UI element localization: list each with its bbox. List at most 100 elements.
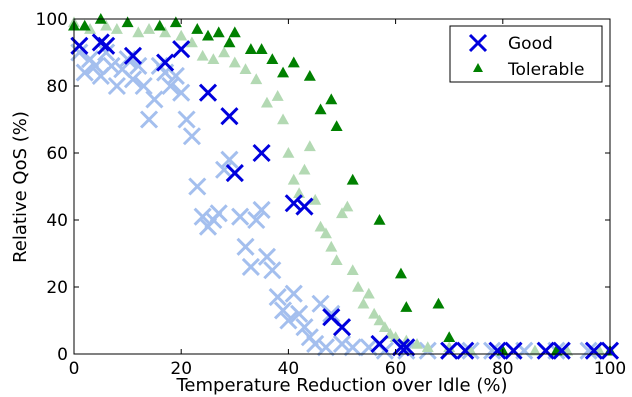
x-tick-label: 20 bbox=[170, 359, 192, 379]
data-point-triangle bbox=[528, 344, 541, 356]
data-point-x bbox=[579, 341, 598, 360]
data-point-x bbox=[332, 318, 352, 337]
data-point-triangle bbox=[110, 23, 123, 34]
data-point-triangle bbox=[277, 113, 290, 125]
data-point-x bbox=[252, 143, 271, 163]
data-point-triangle bbox=[443, 331, 456, 343]
data-point-x bbox=[488, 341, 507, 360]
data-point-triangle bbox=[196, 49, 209, 61]
data-point-triangle bbox=[341, 200, 354, 212]
data-point-x bbox=[536, 341, 555, 360]
data-point-triangle bbox=[319, 227, 332, 239]
data-point-triangle bbox=[314, 220, 327, 232]
data-point-triangle bbox=[325, 93, 338, 105]
data-point-triangle bbox=[228, 56, 241, 68]
data-point-x bbox=[166, 66, 185, 86]
data-point-triangle bbox=[223, 36, 236, 48]
data-point-triangle bbox=[255, 43, 268, 54]
data-point-triangle bbox=[325, 240, 338, 252]
data-point-x bbox=[343, 338, 362, 357]
data-point-x bbox=[177, 110, 196, 129]
data-point-triangle bbox=[266, 53, 279, 64]
data-point-triangle bbox=[244, 43, 257, 54]
data-point-triangle bbox=[202, 29, 214, 41]
data-point-x bbox=[123, 70, 143, 89]
plot-area-frame bbox=[73, 18, 611, 355]
x-tick-label: 40 bbox=[278, 359, 300, 379]
plot-marks bbox=[68, 13, 620, 360]
data-point-x bbox=[284, 194, 303, 213]
data-point-x bbox=[193, 207, 212, 226]
data-point-x bbox=[220, 150, 239, 169]
data-point-x bbox=[134, 76, 153, 96]
data-point-x bbox=[172, 83, 191, 102]
data-point-triangle bbox=[277, 66, 290, 78]
data-point-x bbox=[306, 334, 325, 354]
data-point-triangle bbox=[303, 140, 316, 152]
data-point-triangle bbox=[218, 46, 231, 58]
data-point-x bbox=[359, 338, 378, 357]
data-point-triangle bbox=[330, 254, 343, 265]
data-point-x bbox=[370, 334, 389, 354]
data-point-x bbox=[504, 341, 523, 360]
data-point-x bbox=[97, 43, 116, 62]
y-tick-label: 80 bbox=[46, 77, 68, 97]
data-point-triangle bbox=[228, 26, 241, 38]
data-point-x bbox=[241, 257, 260, 276]
data-point-triangle bbox=[362, 287, 375, 299]
legend-label-tolerable: Tolerable bbox=[507, 60, 584, 80]
data-point-x bbox=[252, 200, 271, 220]
data-point-triangle bbox=[287, 56, 300, 68]
data-point-x bbox=[123, 46, 143, 65]
y-axis-title: Relative QoS (%) bbox=[10, 111, 31, 263]
data-point-x bbox=[483, 341, 502, 360]
data-point-triangle bbox=[378, 321, 391, 332]
data-point-x bbox=[86, 56, 105, 75]
x-tick-label: 100 bbox=[594, 359, 626, 379]
data-point-triangle bbox=[357, 297, 370, 309]
data-point-triangle bbox=[373, 214, 386, 225]
y-tick-label: 40 bbox=[46, 211, 68, 231]
data-point-triangle bbox=[346, 173, 359, 185]
axis-ticks: 0 20 40 60 80 100 0 20 40 60 80 100 bbox=[36, 10, 627, 379]
data-point-triangle bbox=[303, 69, 316, 81]
data-point-x bbox=[225, 164, 244, 183]
data-point-x bbox=[102, 56, 121, 75]
data-point-x bbox=[247, 210, 266, 230]
legend-marker-x bbox=[468, 33, 488, 53]
data-point-x bbox=[273, 301, 293, 320]
data-point-triangle bbox=[260, 96, 273, 108]
y-tick-label: 60 bbox=[46, 144, 68, 164]
x-tick-label: 0 bbox=[69, 359, 80, 379]
data-point-x bbox=[584, 341, 603, 360]
data-point-x bbox=[139, 110, 159, 129]
data-point-x bbox=[231, 207, 250, 226]
x-axis-title: Temperature Reduction over Idle (%) bbox=[176, 375, 508, 396]
x-tick-label: 80 bbox=[492, 359, 514, 379]
y-tick-label: 20 bbox=[46, 278, 68, 298]
data-point-x bbox=[397, 338, 416, 357]
data-point-x bbox=[182, 127, 201, 146]
data-point-triangle bbox=[282, 147, 295, 158]
data-point-triangle bbox=[421, 341, 434, 353]
legend-item-tolerable: Tolerable bbox=[473, 60, 584, 80]
data-point-triangle bbox=[411, 337, 424, 349]
x-tick-label: 60 bbox=[385, 359, 407, 379]
data-point-triangle bbox=[185, 36, 198, 48]
data-point-triangle bbox=[143, 23, 156, 34]
data-point-x bbox=[322, 304, 341, 323]
data-point-x bbox=[161, 76, 180, 96]
data-point-triangle bbox=[207, 53, 220, 64]
data-point-triangle bbox=[250, 73, 263, 85]
data-point-triangle bbox=[121, 16, 134, 28]
data-point-triangle bbox=[78, 19, 91, 31]
data-point-triangle bbox=[298, 163, 311, 175]
data-point-triangle bbox=[309, 193, 322, 205]
data-point-triangle bbox=[330, 120, 343, 131]
data-point-triangle bbox=[287, 173, 300, 185]
data-point-triangle bbox=[368, 307, 381, 319]
data-point-x bbox=[263, 261, 282, 280]
data-point-triangle bbox=[239, 63, 252, 75]
data-point-triangle bbox=[191, 23, 204, 34]
data-point-x bbox=[188, 177, 207, 196]
